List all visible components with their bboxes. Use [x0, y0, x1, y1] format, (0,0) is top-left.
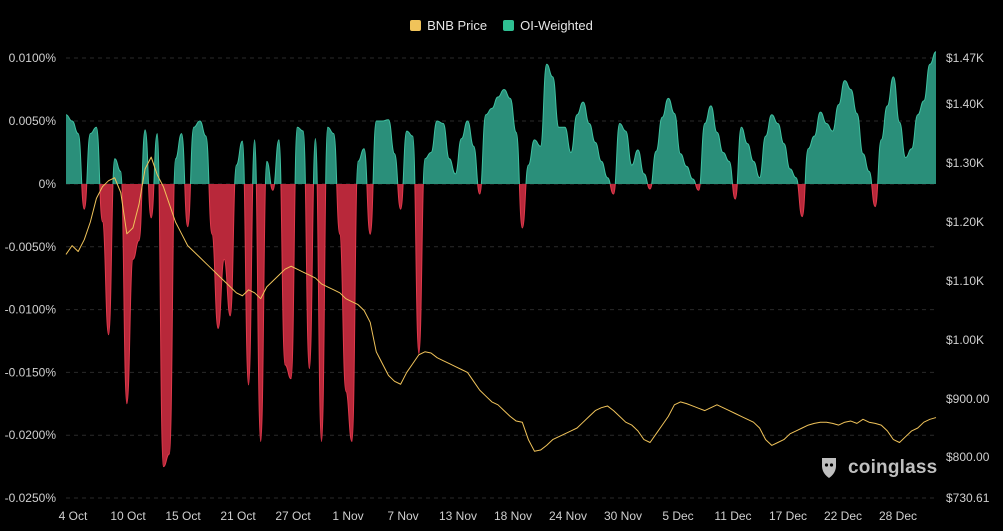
left-axis-tick-label: -0.0250%: [5, 491, 57, 505]
bnb-price-line: [65, 156, 937, 452]
right-axis-tick-label: $1.20K: [946, 215, 984, 229]
watermark-text: coinglass: [848, 457, 938, 478]
left-axis: 0.0100% 0.0050% 0% -0.0050% -0.0100% -0.0150%…: [5, 51, 57, 505]
x-axis-tick-label: 10 Oct: [110, 509, 146, 523]
right-axis-tick-label: $1.47K: [946, 51, 984, 65]
x-axis: 4 Oct 10 Oct 15 Oct 21 Oct 27 Oct 1 Nov 7 Nov 1…: [59, 509, 917, 523]
price-swatch: [410, 20, 422, 31]
oi-positive-area: [66, 51, 936, 184]
left-axis-tick-label: -0.0100%: [5, 303, 57, 317]
x-axis-tick-label: 1 Nov: [332, 509, 363, 523]
right-axis-tick-label: $1.40K: [946, 97, 984, 111]
x-axis-tick-label: 11 Dec: [714, 509, 751, 523]
x-axis-tick-label: 4 Oct: [59, 509, 88, 523]
x-axis-tick-label: 13 Nov: [439, 509, 477, 523]
x-axis-tick-label: 28 Dec: [879, 509, 917, 523]
right-axis-tick-label: $800.00: [946, 450, 990, 464]
x-axis-tick-label: 18 Nov: [494, 509, 532, 523]
oi-weighted-area: [66, 51, 936, 468]
legend-oi-label: OI-Weighted: [520, 18, 593, 33]
x-axis-tick-label: 24 Nov: [549, 509, 587, 523]
right-axis-tick-label: $1.00K: [946, 333, 984, 347]
legend: BNB Price OI-Weighted: [0, 18, 1003, 33]
legend-item-oi[interactable]: OI-Weighted: [503, 18, 593, 33]
left-axis-tick-label: 0.0050%: [9, 114, 57, 128]
right-axis-tick-label: $900.00: [946, 392, 990, 406]
left-axis-tick-label: -0.0200%: [5, 428, 57, 442]
x-axis-tick-label: 17 Dec: [769, 509, 807, 523]
x-axis-tick-label: 27 Oct: [275, 509, 311, 523]
x-axis-tick-label: 15 Oct: [165, 509, 201, 523]
left-axis-tick-label: 0.0100%: [9, 51, 57, 65]
oi-swatch: [503, 20, 515, 31]
right-axis: $1.47K $1.40K $1.30K $1.20K $1.10K $1.00K $900…: [946, 51, 990, 505]
right-axis-tick-label: $730.61: [946, 491, 990, 505]
coinglass-logo-icon: [822, 458, 836, 478]
left-axis-tick-label: -0.0150%: [5, 365, 57, 379]
legend-price-label: BNB Price: [427, 18, 488, 33]
left-axis-tick-label: 0%: [39, 177, 57, 191]
right-axis-tick-label: $1.30K: [946, 156, 984, 170]
legend-item-price[interactable]: BNB Price: [410, 18, 487, 33]
price-line-group: [65, 156, 937, 452]
x-axis-tick-label: 22 Dec: [824, 509, 862, 523]
oi-negative-area: [66, 184, 936, 467]
oi-positive-line: [66, 51, 936, 184]
right-axis-tick-label: $1.10K: [946, 274, 984, 288]
coinglass-watermark: coinglass: [818, 456, 937, 480]
x-axis-tick-label: 7 Nov: [387, 509, 418, 523]
x-axis-tick-label: 5 Dec: [662, 509, 693, 523]
left-axis-tick-label: -0.0050%: [5, 240, 57, 254]
x-axis-tick-label: 21 Oct: [220, 509, 256, 523]
x-axis-tick-label: 30 Nov: [604, 509, 642, 523]
